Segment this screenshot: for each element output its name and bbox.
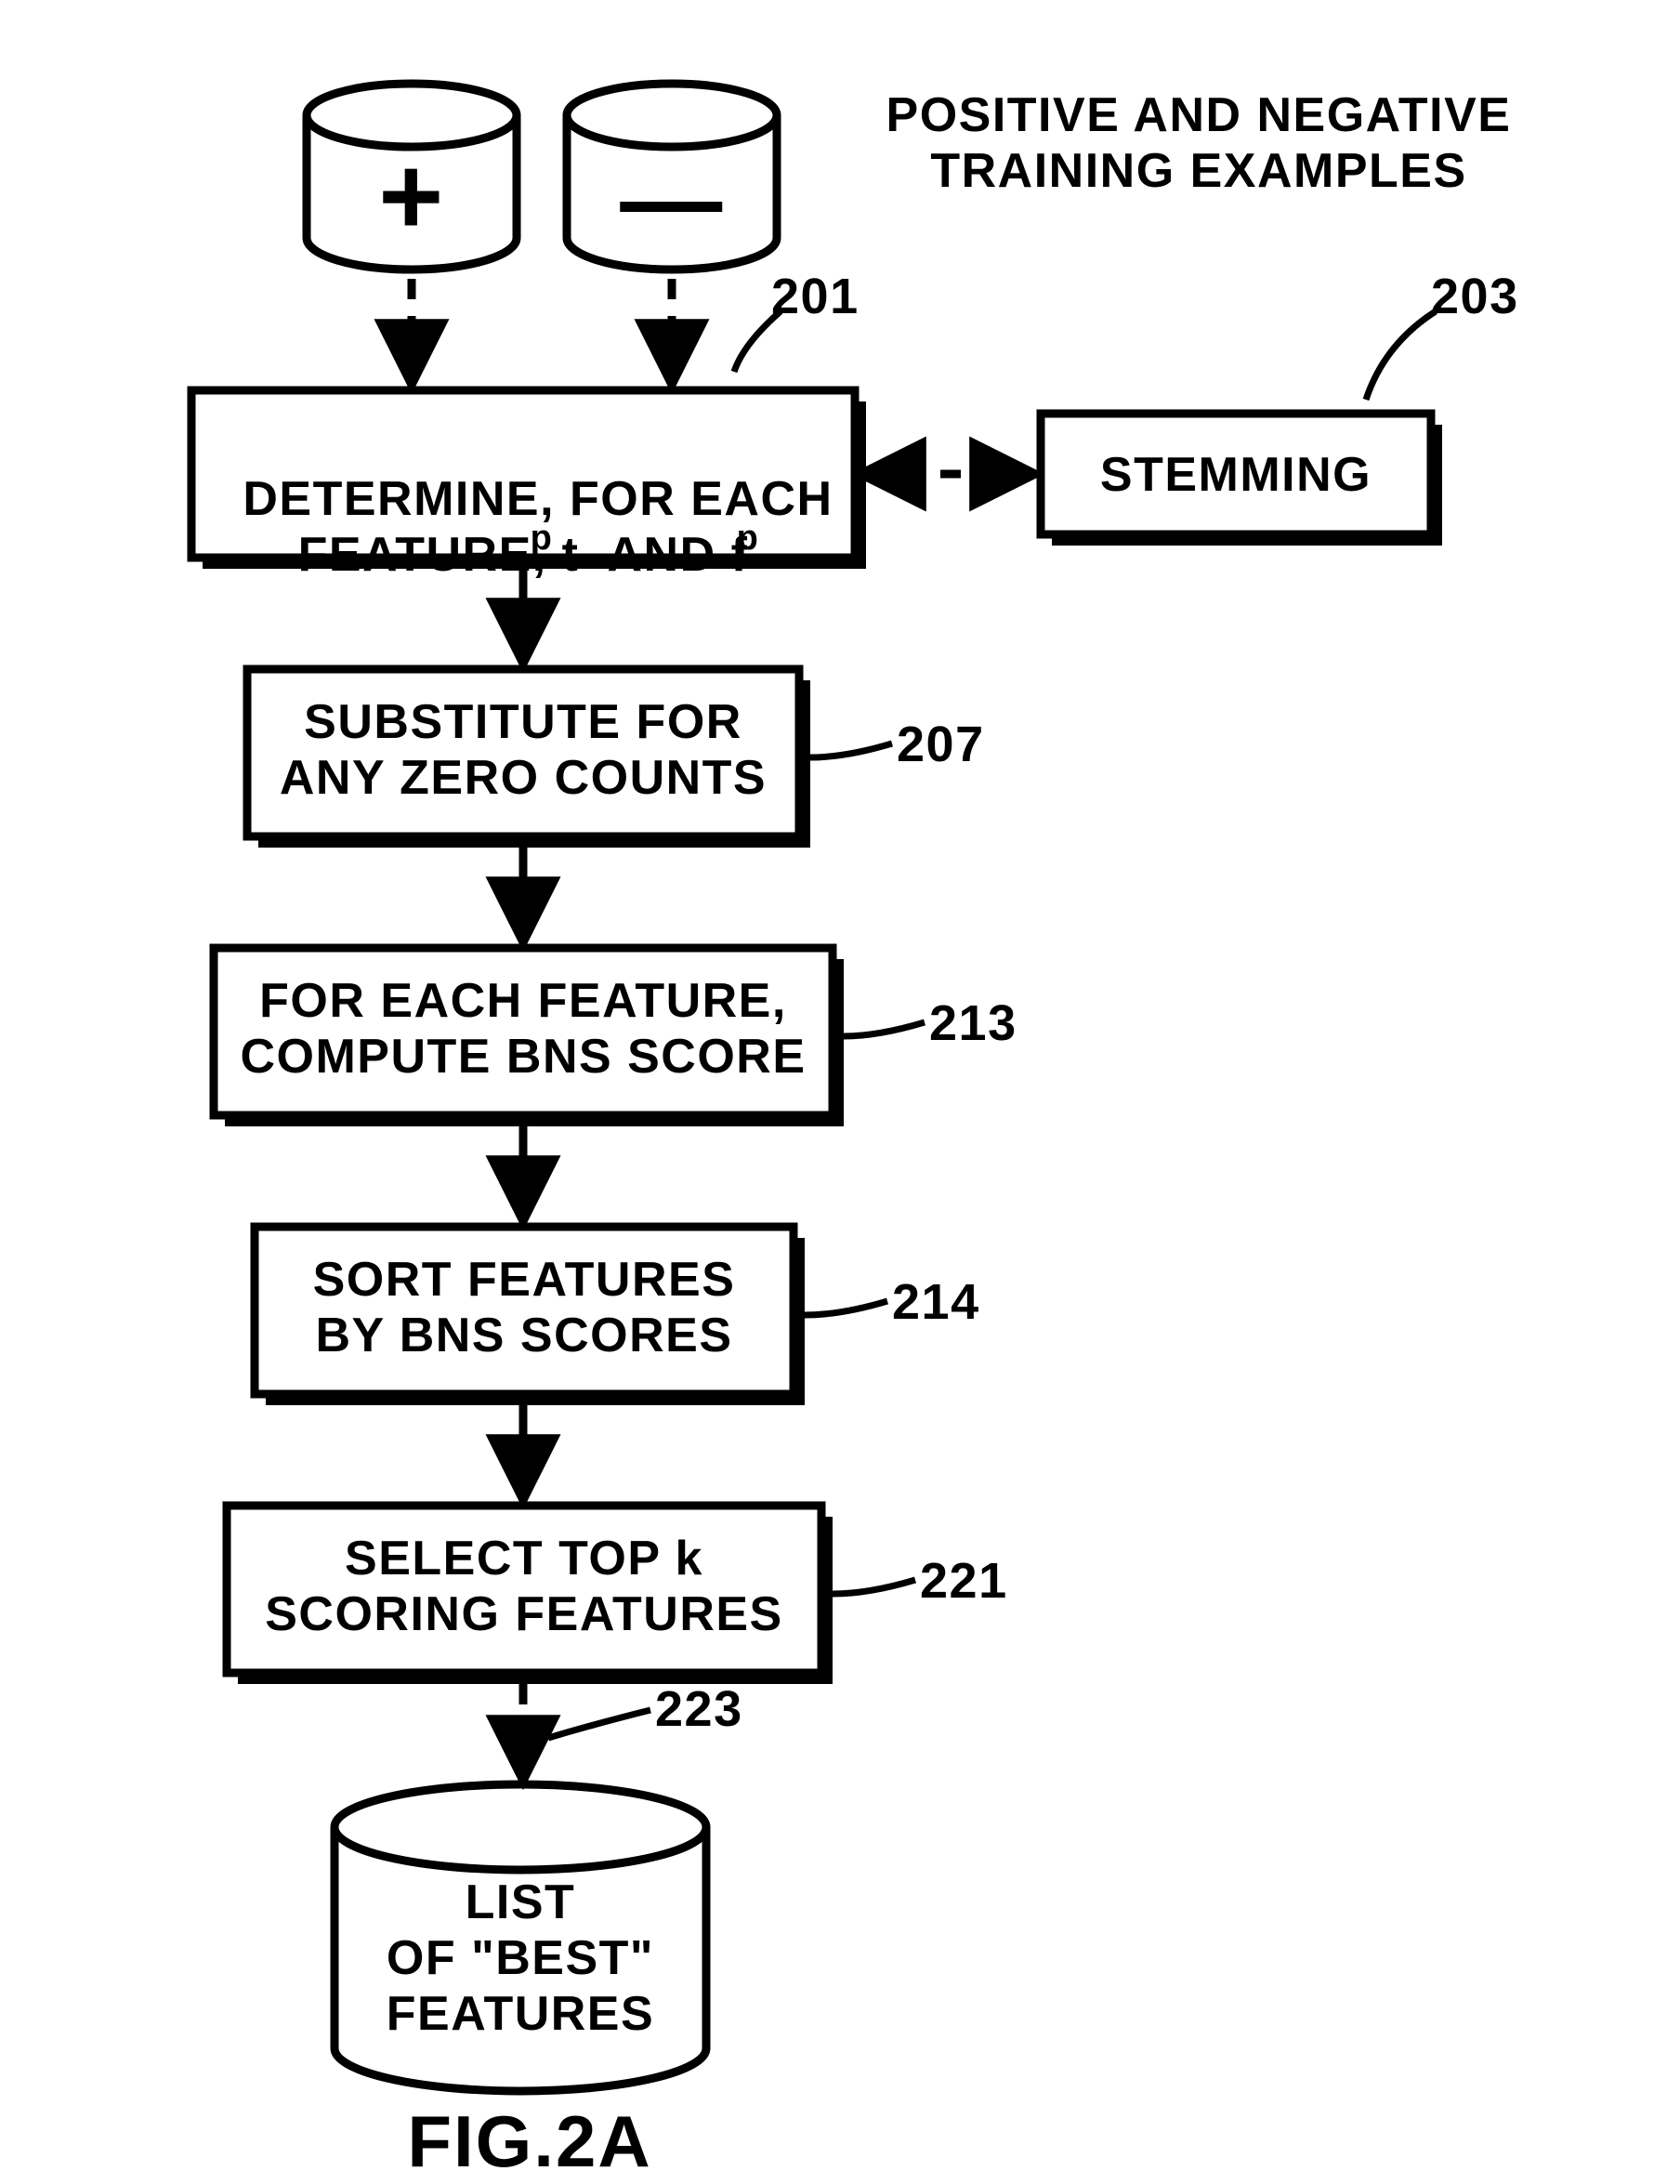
leader-223 xyxy=(548,1710,650,1738)
label-box-213: FOR EACH FEATURE, COMPUTE BNS SCORE xyxy=(214,974,833,1085)
label-box-201-sub1: p xyxy=(528,519,556,559)
diagram-canvas: POSITIVE AND NEGATIVE TRAINING EXAMPLES … xyxy=(0,0,1680,2168)
ref-201: 201 xyxy=(771,268,860,325)
label-cyl-out: LIST OF "BEST" FEATURES xyxy=(335,1875,706,2042)
leader-214 xyxy=(805,1301,887,1315)
label-box-207: SUBSTITUTE FOR ANY ZERO COUNTS xyxy=(247,695,799,807)
ref-214: 214 xyxy=(892,1273,980,1331)
leader-213 xyxy=(844,1022,925,1036)
ref-213: 213 xyxy=(929,994,1017,1052)
glyph-plus: + xyxy=(307,132,517,260)
label-box-214: SORT FEATURES BY BNS SCORES xyxy=(255,1253,794,1364)
label-box-203: STEMMING xyxy=(1041,448,1431,504)
ref-221: 221 xyxy=(920,1552,1008,1610)
leader-203 xyxy=(1366,311,1436,400)
ref-203: 203 xyxy=(1431,268,1519,325)
ref-223: 223 xyxy=(655,1680,743,1738)
figure-caption: FIG.2A xyxy=(353,2100,706,2184)
glyph-minus: — xyxy=(567,141,777,259)
label-training-caption: POSITIVE AND NEGATIVE TRAINING EXAMPLES xyxy=(818,88,1580,200)
label-box-201-sub2: p xyxy=(734,519,762,559)
ref-207: 207 xyxy=(897,716,985,773)
leader-221 xyxy=(833,1580,915,1594)
label-box-221: SELECT TOP k SCORING FEATURES xyxy=(227,1532,821,1643)
leader-207 xyxy=(810,743,892,757)
